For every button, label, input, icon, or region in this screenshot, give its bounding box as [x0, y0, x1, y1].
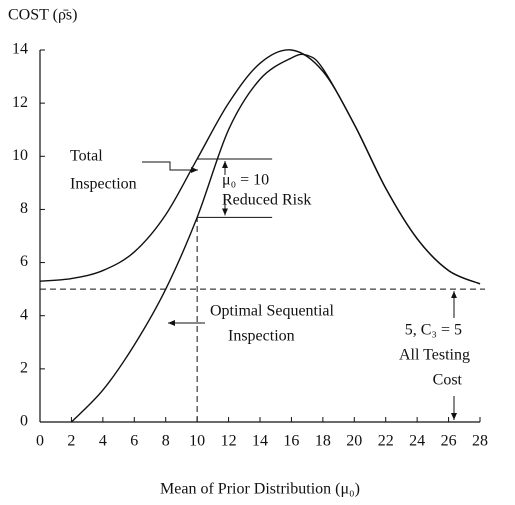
annotation: Reduced Risk	[222, 192, 311, 209]
y-tick-label: 14	[12, 41, 28, 58]
y-tick-label: 2	[20, 360, 28, 377]
y-axis-label: COST (ρ̄s)	[8, 7, 77, 24]
annotation: Optimal Sequential	[210, 303, 335, 320]
annotation: μ₀ = 10	[222, 172, 269, 189]
y-tick-label: 4	[20, 306, 28, 323]
x-tick-label: 14	[252, 433, 268, 450]
x-tick-label: 16	[283, 433, 299, 450]
y-tick-label: 8	[20, 200, 28, 217]
x-tick-label: 22	[378, 433, 394, 450]
y-tick-label: 0	[20, 413, 28, 430]
x-tick-label: 2	[67, 433, 75, 450]
x-tick-label: 10	[189, 433, 205, 450]
annotation: Inspection	[70, 176, 137, 193]
x-tick-label: 4	[99, 433, 107, 450]
y-tick-label: 10	[12, 147, 28, 164]
x-tick-label: 12	[221, 433, 237, 450]
x-tick-label: 18	[315, 433, 331, 450]
annotation: 5, C₃ = 5	[405, 322, 462, 339]
annotation: All Testing	[399, 347, 470, 364]
y-tick-label: 6	[20, 253, 28, 270]
x-tick-label: 26	[441, 433, 457, 450]
annotation: Cost	[433, 372, 463, 389]
annotation: Total	[70, 148, 103, 165]
annotation: Inspection	[228, 328, 295, 345]
x-tick-label: 8	[162, 433, 170, 450]
series-line	[70, 53, 481, 423]
arrow	[142, 161, 198, 173]
y-tick-label: 12	[12, 94, 28, 111]
x-tick-label: 28	[472, 433, 488, 450]
x-axis-label: Mean of Prior Distribution (μ₀)	[160, 481, 360, 498]
series-line	[39, 49, 481, 285]
x-tick-label: 6	[130, 433, 138, 450]
x-tick-label: 24	[409, 433, 425, 450]
x-tick-label: 20	[346, 433, 362, 450]
x-tick-label: 0	[36, 433, 44, 450]
